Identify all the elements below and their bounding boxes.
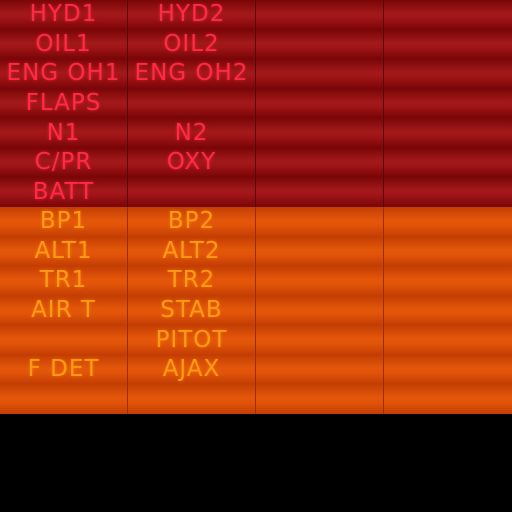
warning-lamp-n1: N1 <box>0 118 128 148</box>
lamp-label: N1 <box>46 119 81 146</box>
lamp-label: N2 <box>174 119 209 146</box>
lamp-label: STAB <box>160 296 223 323</box>
lamp-label: HYD2 <box>157 1 226 28</box>
lamp-label: OIL2 <box>163 30 220 57</box>
lamp-label: AJAX <box>162 356 221 383</box>
warning-lamp-hyd1: HYD1 <box>0 0 128 30</box>
lamp-label: OXY <box>166 149 217 176</box>
warning-lamp-blank <box>384 0 512 30</box>
caution-lamp-blank <box>128 384 256 414</box>
caution-lamp-blank <box>384 325 512 355</box>
warning-lamp-blank <box>256 88 384 119</box>
lamp-label: C/PR <box>34 149 93 176</box>
caution-lamp-blank <box>256 236 384 267</box>
warning-lamp-eng-oh1: ENG OH1 <box>0 59 128 89</box>
lamp-label: ALT1 <box>34 237 93 264</box>
lamp-label: F DET <box>27 356 100 383</box>
lamp-label: ENG OH2 <box>134 60 249 87</box>
caution-lamp-blank <box>0 325 128 355</box>
warning-lamp-panel: HYD1 HYD2 OIL1 OIL2 ENG OH1 ENG OH2 FLAP… <box>0 0 512 207</box>
warning-lamp-blank <box>128 177 256 207</box>
unused-texture-area <box>0 414 512 512</box>
lamp-label: TR2 <box>167 267 216 294</box>
caution-lamp-blank <box>384 266 512 296</box>
warning-lamp-hyd2: HYD2 <box>128 0 256 30</box>
caution-lamp-bp1: BP1 <box>0 207 128 237</box>
lamp-label: ENG OH1 <box>6 60 121 87</box>
caution-lamp-blank <box>384 236 512 267</box>
caution-lamp-alt1: ALT1 <box>0 236 128 267</box>
warning-lamp-blank <box>384 59 512 89</box>
lamp-label: FLAPS <box>25 89 102 116</box>
warning-lamp-oxy: OXY <box>128 147 256 178</box>
warning-lamp-n2: N2 <box>128 118 256 148</box>
warning-lamp-cabin-pressure: C/PR <box>0 147 128 178</box>
caution-lamp-bp2: BP2 <box>128 207 256 237</box>
caution-lamp-alt2: ALT2 <box>128 236 256 267</box>
warning-lamp-blank <box>384 29 512 60</box>
warning-lamp-blank <box>384 147 512 178</box>
lamp-label: OIL1 <box>35 30 92 57</box>
warning-lamp-blank <box>256 118 384 148</box>
lamp-label: BATT <box>32 178 95 205</box>
caution-lamp-stab: STAB <box>128 295 256 326</box>
caution-lamp-blank <box>256 295 384 326</box>
caution-lamp-fire-detect: F DET <box>0 354 128 385</box>
lamp-label: HYD1 <box>29 1 98 28</box>
warning-lamp-flaps: FLAPS <box>0 88 128 119</box>
warning-lamp-oil2: OIL2 <box>128 29 256 60</box>
lamp-label: TR1 <box>39 267 88 294</box>
caution-lamp-blank <box>384 354 512 385</box>
warning-lamp-blank <box>384 177 512 207</box>
caution-lamp-tr1: TR1 <box>0 266 128 296</box>
warning-lamp-blank <box>256 29 384 60</box>
caution-lamp-air-temp: AIR T <box>0 295 128 326</box>
caution-lamp-blank <box>256 325 384 355</box>
lamp-label: AIR T <box>31 296 96 323</box>
warning-lamp-batt: BATT <box>0 177 128 207</box>
caution-lamp-blank <box>256 207 384 237</box>
warning-lamp-oil1: OIL1 <box>0 29 128 60</box>
caution-lamp-panel: BP1 BP2 ALT1 ALT2 TR1 TR2 AIR T STAB PIT… <box>0 207 512 414</box>
lamp-label: BP2 <box>167 208 216 235</box>
warning-lamp-blank <box>256 177 384 207</box>
warning-lamp-blank <box>384 88 512 119</box>
warning-lamp-blank <box>256 0 384 30</box>
warning-lamp-blank <box>256 59 384 89</box>
caution-lamp-blank <box>256 384 384 414</box>
caution-lamp-blank <box>384 295 512 326</box>
lamp-label: ALT2 <box>162 237 221 264</box>
caution-lamp-pitot: PITOT <box>128 325 256 355</box>
caution-lamp-blank <box>0 384 128 414</box>
caution-lamp-blank <box>384 384 512 414</box>
lamp-label: PITOT <box>155 326 228 353</box>
caution-lamp-blank <box>384 207 512 237</box>
caution-lamp-blank <box>256 354 384 385</box>
warning-lamp-blank <box>256 147 384 178</box>
caution-lamp-blank <box>256 266 384 296</box>
caution-lamp-ajax: AJAX <box>128 354 256 385</box>
warning-lamp-blank <box>128 88 256 119</box>
lamp-label: BP1 <box>39 208 88 235</box>
warning-lamp-blank <box>384 118 512 148</box>
caution-lamp-tr2: TR2 <box>128 266 256 296</box>
warning-lamp-eng-oh2: ENG OH2 <box>128 59 256 89</box>
